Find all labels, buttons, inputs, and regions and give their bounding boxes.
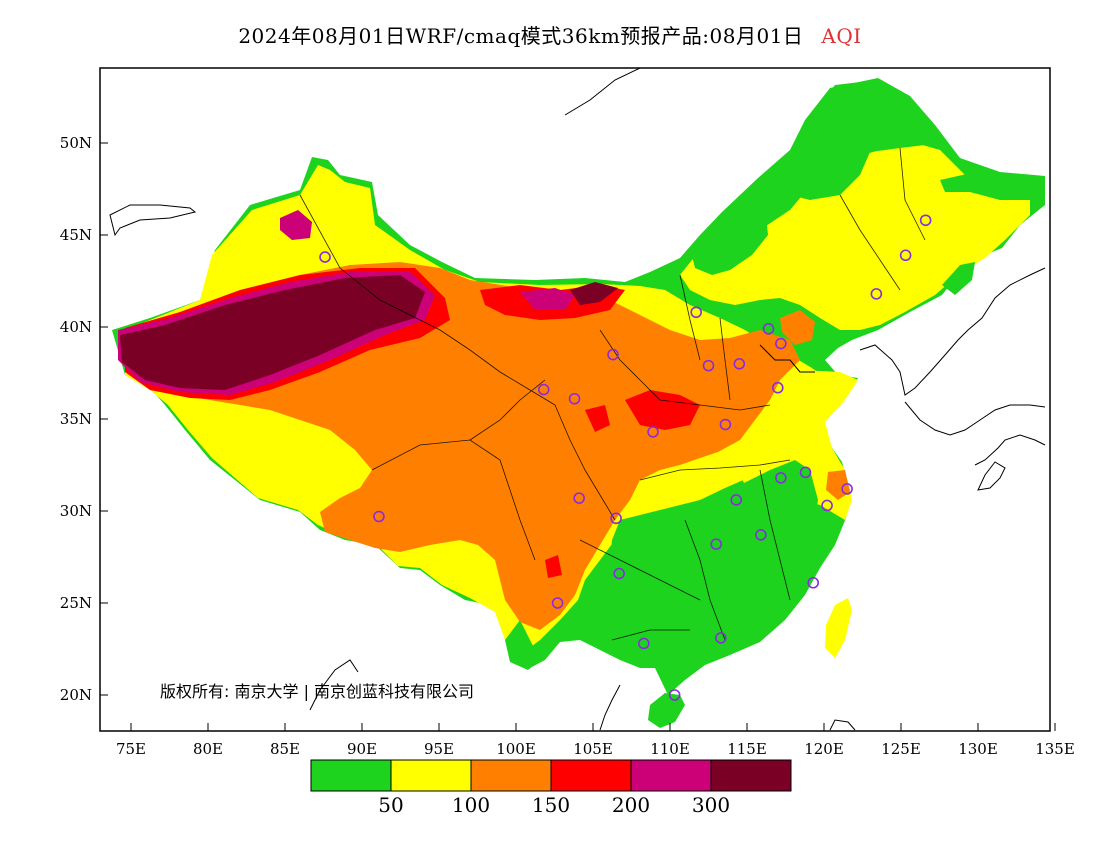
legend-swatch xyxy=(390,759,472,792)
station-marker-guangzhou xyxy=(715,632,727,644)
latitude-axis: 20N 25N 30N 35N 40N 45N 50N xyxy=(60,134,108,704)
color-legend: 50 100 150 200 300 xyxy=(310,759,792,817)
lon-tick-label: 105E xyxy=(573,740,613,758)
station-marker-yinchuan xyxy=(607,348,619,361)
lat-tick-label: 50N xyxy=(60,134,92,152)
lon-tick-label: 80E xyxy=(193,740,223,758)
aqi-red-sichuan xyxy=(585,405,610,432)
station-marker-urumqi xyxy=(319,251,331,263)
lat-tick-label: 20N xyxy=(60,686,92,704)
station-marker-beijing xyxy=(762,323,775,335)
station-marker-hefei xyxy=(775,472,787,484)
aqi-green-yunnan xyxy=(505,620,540,670)
station-marker-taiyuan xyxy=(702,359,715,372)
station-marker-xian xyxy=(647,426,659,438)
station-markers xyxy=(319,214,932,701)
station-marker-hangzhou xyxy=(821,499,833,512)
lon-tick-label: 125E xyxy=(881,740,921,758)
aqi-green-northeast xyxy=(775,80,935,200)
legend-label: 50 xyxy=(378,793,403,817)
coastlines xyxy=(109,68,1046,731)
lon-tick-label: 90E xyxy=(347,740,377,758)
legend-swatch xyxy=(710,759,792,792)
taiwan-island xyxy=(825,598,852,658)
lon-tick-label: 135E xyxy=(1035,740,1075,758)
title-main: 2024年08月01日WRF/cmaq模式36km预报产品:08月01日 xyxy=(238,24,804,48)
lon-tick-label: 95E xyxy=(424,740,454,758)
aqi-red-yunnan xyxy=(545,555,562,578)
station-marker-guiyang xyxy=(613,567,625,580)
map-frame xyxy=(99,67,1051,732)
aqi-green-liaoning xyxy=(942,262,975,295)
aqi-maroon-tarim xyxy=(120,275,425,390)
station-marker-nanjing xyxy=(799,466,812,479)
legend-swatch xyxy=(630,759,712,792)
lat-tick-label: 40N xyxy=(60,318,92,336)
station-marker-nanning xyxy=(638,637,650,650)
aqi-magenta-alxa xyxy=(520,288,575,310)
aqi-magenta-dzungaria xyxy=(280,210,312,240)
lat-tick-label: 45N xyxy=(60,226,92,244)
station-marker-haikou xyxy=(668,689,681,701)
lat-tick-label: 25N xyxy=(60,594,92,612)
station-marker-chengdu xyxy=(573,492,585,504)
map-title: 2024年08月01日WRF/cmaq模式36km预报产品:08月01日 AQI xyxy=(0,20,1100,49)
aqi-green-south xyxy=(595,460,818,672)
station-marker-tianjin xyxy=(775,337,787,350)
legend-swatch xyxy=(310,759,392,792)
station-marker-fuzhou xyxy=(807,576,820,589)
station-marker-hohhot xyxy=(690,306,702,319)
station-marker-lhasa xyxy=(373,510,385,523)
legend-swatch xyxy=(470,759,552,792)
lat-tick-label: 35N xyxy=(60,410,92,428)
legend-label: 150 xyxy=(532,793,570,817)
station-marker-lanzhou xyxy=(568,392,581,405)
lon-tick-label: 75E xyxy=(116,740,146,758)
station-marker-wuhan xyxy=(730,494,743,506)
aqi-green-inner-mongolia xyxy=(690,200,768,275)
station-marker-shanghai xyxy=(841,483,853,495)
legend-label: 100 xyxy=(452,793,490,817)
station-marker-xining xyxy=(537,383,550,396)
aqi-orange-beijing xyxy=(780,310,815,345)
station-marker-changsha xyxy=(710,538,723,550)
lon-tick-label: 85E xyxy=(270,740,300,758)
title-variable: AQI xyxy=(821,24,862,48)
lon-tick-label: 115E xyxy=(727,740,767,758)
station-marker-shijiazhuang xyxy=(733,357,746,370)
map-field xyxy=(109,68,1046,731)
longitude-axis: 75E 80E 85E 90E 95E 100E 105E 110E 115E 120E 125E 1… xyxy=(116,723,1075,758)
lon-tick-label: 130E xyxy=(958,740,998,758)
hainan-island xyxy=(648,693,685,728)
province-borders xyxy=(299,147,926,641)
aqi-green-ne-east xyxy=(940,170,1030,200)
lon-tick-label: 100E xyxy=(496,740,536,758)
aqi-yellow-north xyxy=(680,140,1030,330)
lon-tick-label: 110E xyxy=(650,740,690,758)
station-marker-kunming xyxy=(551,597,564,609)
station-marker-zhengzhou xyxy=(719,418,732,431)
station-marker-jinan xyxy=(771,381,784,394)
legend-label: 300 xyxy=(692,793,730,817)
station-marker-changchun xyxy=(899,249,912,262)
lat-tick-label: 30N xyxy=(60,502,92,520)
legend-swatch xyxy=(550,759,632,792)
station-marker-shenyang xyxy=(870,288,883,300)
copyright-text: 版权所有: 南京大学 | 南京创蓝科技有限公司 xyxy=(160,682,474,701)
aqi-orange-tibet-south xyxy=(330,498,410,538)
legend-label: 200 xyxy=(612,793,650,817)
station-marker-chongqing xyxy=(610,512,622,525)
station-marker-harbin xyxy=(919,214,932,227)
station-marker-nanchang xyxy=(755,529,767,541)
aqi-red-central xyxy=(625,390,700,430)
aqi-maroon-hexi xyxy=(570,282,618,305)
lon-tick-label: 120E xyxy=(804,740,844,758)
